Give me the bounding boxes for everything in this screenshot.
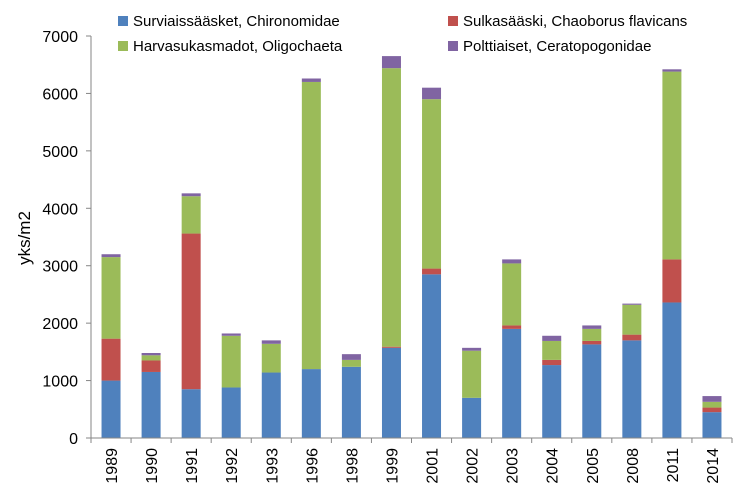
bar-segment: [702, 407, 722, 413]
x-tick-label: 2005: [585, 448, 602, 484]
bar-segment: [141, 360, 161, 372]
legend-label: Sulkasääski, Chaoborus flavicans: [463, 13, 687, 30]
bar-segment: [261, 340, 281, 344]
bar-segment: [221, 335, 241, 388]
x-tick-label: 2001: [425, 448, 442, 484]
x-tick-label: 2003: [505, 448, 522, 484]
x-tick-label: 2002: [465, 448, 482, 484]
bar-segment: [141, 355, 161, 361]
bar-segment: [662, 259, 682, 303]
bar-segment: [422, 268, 442, 275]
bar-segment: [181, 389, 201, 438]
y-tick-label: 2000: [42, 316, 78, 333]
bar-segment: [582, 344, 602, 438]
legend-label: Polttiaiset, Ceratopogonidae: [463, 38, 651, 55]
bar-segment: [422, 274, 442, 438]
bar-segment: [181, 233, 201, 390]
x-tick-label: 2011: [665, 448, 682, 483]
bar-segment: [422, 99, 442, 269]
legend-swatch: [118, 16, 128, 26]
legend-swatch: [448, 16, 458, 26]
bar-segment: [261, 343, 281, 373]
bar-segment: [141, 371, 161, 438]
y-axis-title: yks/m2: [15, 211, 34, 265]
x-axis-ticks: 1989 1990 1991 1992 1993 1996 1998 1999 2001 2002…: [90, 438, 733, 484]
legend-swatch: [118, 41, 128, 51]
bar-segment: [301, 369, 321, 438]
bar-segment: [462, 350, 482, 398]
bar-segment: [502, 325, 522, 329]
bar-segment: [662, 302, 682, 438]
bar-segment: [542, 340, 562, 360]
bar-segment: [301, 81, 321, 370]
bar-segment: [221, 333, 241, 336]
bar-segment: [502, 263, 522, 326]
bar-segment: [702, 396, 722, 402]
bar-segment: [502, 259, 522, 264]
bar-segment: [622, 334, 642, 341]
bar-segment: [622, 303, 642, 305]
y-tick-label: 5000: [42, 144, 78, 161]
bar-segment: [381, 56, 401, 69]
y-tick-label: 6000: [42, 86, 78, 103]
bar-segment: [462, 397, 482, 438]
bar-segment: [341, 366, 361, 438]
bar-segment: [261, 372, 281, 438]
bar-segment: [622, 340, 642, 438]
bar-segment: [502, 328, 522, 438]
x-tick-label: 1999: [384, 448, 401, 484]
y-tick-label: 1000: [42, 374, 78, 391]
legend-label: Surviaissääsket, Chironomidae: [133, 13, 340, 30]
y-tick-label: 4000: [42, 201, 78, 218]
x-tick-label: 2008: [625, 448, 642, 484]
bar-segment: [662, 71, 682, 260]
bar-segment: [381, 346, 401, 348]
bar-segment: [141, 353, 161, 356]
bar-segment: [542, 335, 562, 341]
x-tick-label: 1991: [184, 448, 201, 484]
y-tick-label: 0: [69, 431, 78, 448]
legend-label: Harvasukasmadot, Oligochaeta: [133, 38, 343, 55]
bar-segment: [381, 347, 401, 438]
bar-segment: [542, 359, 562, 366]
bar-segment: [101, 380, 121, 438]
bar-segment: [341, 359, 361, 367]
bar-segment: [181, 193, 201, 197]
x-tick-label: 2014: [705, 448, 722, 484]
x-tick-label: 1996: [304, 448, 321, 484]
legend-swatch: [448, 41, 458, 51]
bar-segment: [101, 338, 121, 381]
x-tick-label: 1993: [264, 448, 281, 484]
bar-segment: [582, 340, 602, 345]
bar-segment: [341, 354, 361, 360]
bar-segment: [702, 401, 722, 408]
bar-segment: [101, 254, 121, 258]
bars: [101, 56, 722, 438]
x-tick-label: 1990: [144, 448, 161, 484]
bar-segment: [702, 412, 722, 438]
bar-segment: [622, 304, 642, 335]
x-tick-label: 1998: [344, 448, 361, 484]
x-tick-label: 2004: [545, 448, 562, 484]
y-tick-label: 3000: [42, 259, 78, 276]
y-axis-ticks: 0 1000 2000 3000 4000 5000 6000 7000: [42, 29, 91, 448]
bar-segment: [381, 68, 401, 347]
x-tick-label: 1989: [104, 448, 121, 484]
bar-segment: [181, 196, 201, 234]
bar-segment: [221, 387, 241, 438]
bar-segment: [301, 78, 321, 82]
bar-segment: [582, 328, 602, 341]
bar-segment: [101, 257, 121, 339]
bar-segment: [422, 87, 442, 100]
bar-segment: [662, 69, 682, 72]
bar-segment: [542, 365, 562, 438]
bar-segment: [462, 347, 482, 351]
y-tick-label: 7000: [42, 29, 78, 46]
legend: Surviaissääsket, Chironomidae Sulkasääski…: [118, 13, 687, 55]
bar-segment: [582, 325, 602, 329]
x-tick-label: 1992: [224, 448, 241, 484]
